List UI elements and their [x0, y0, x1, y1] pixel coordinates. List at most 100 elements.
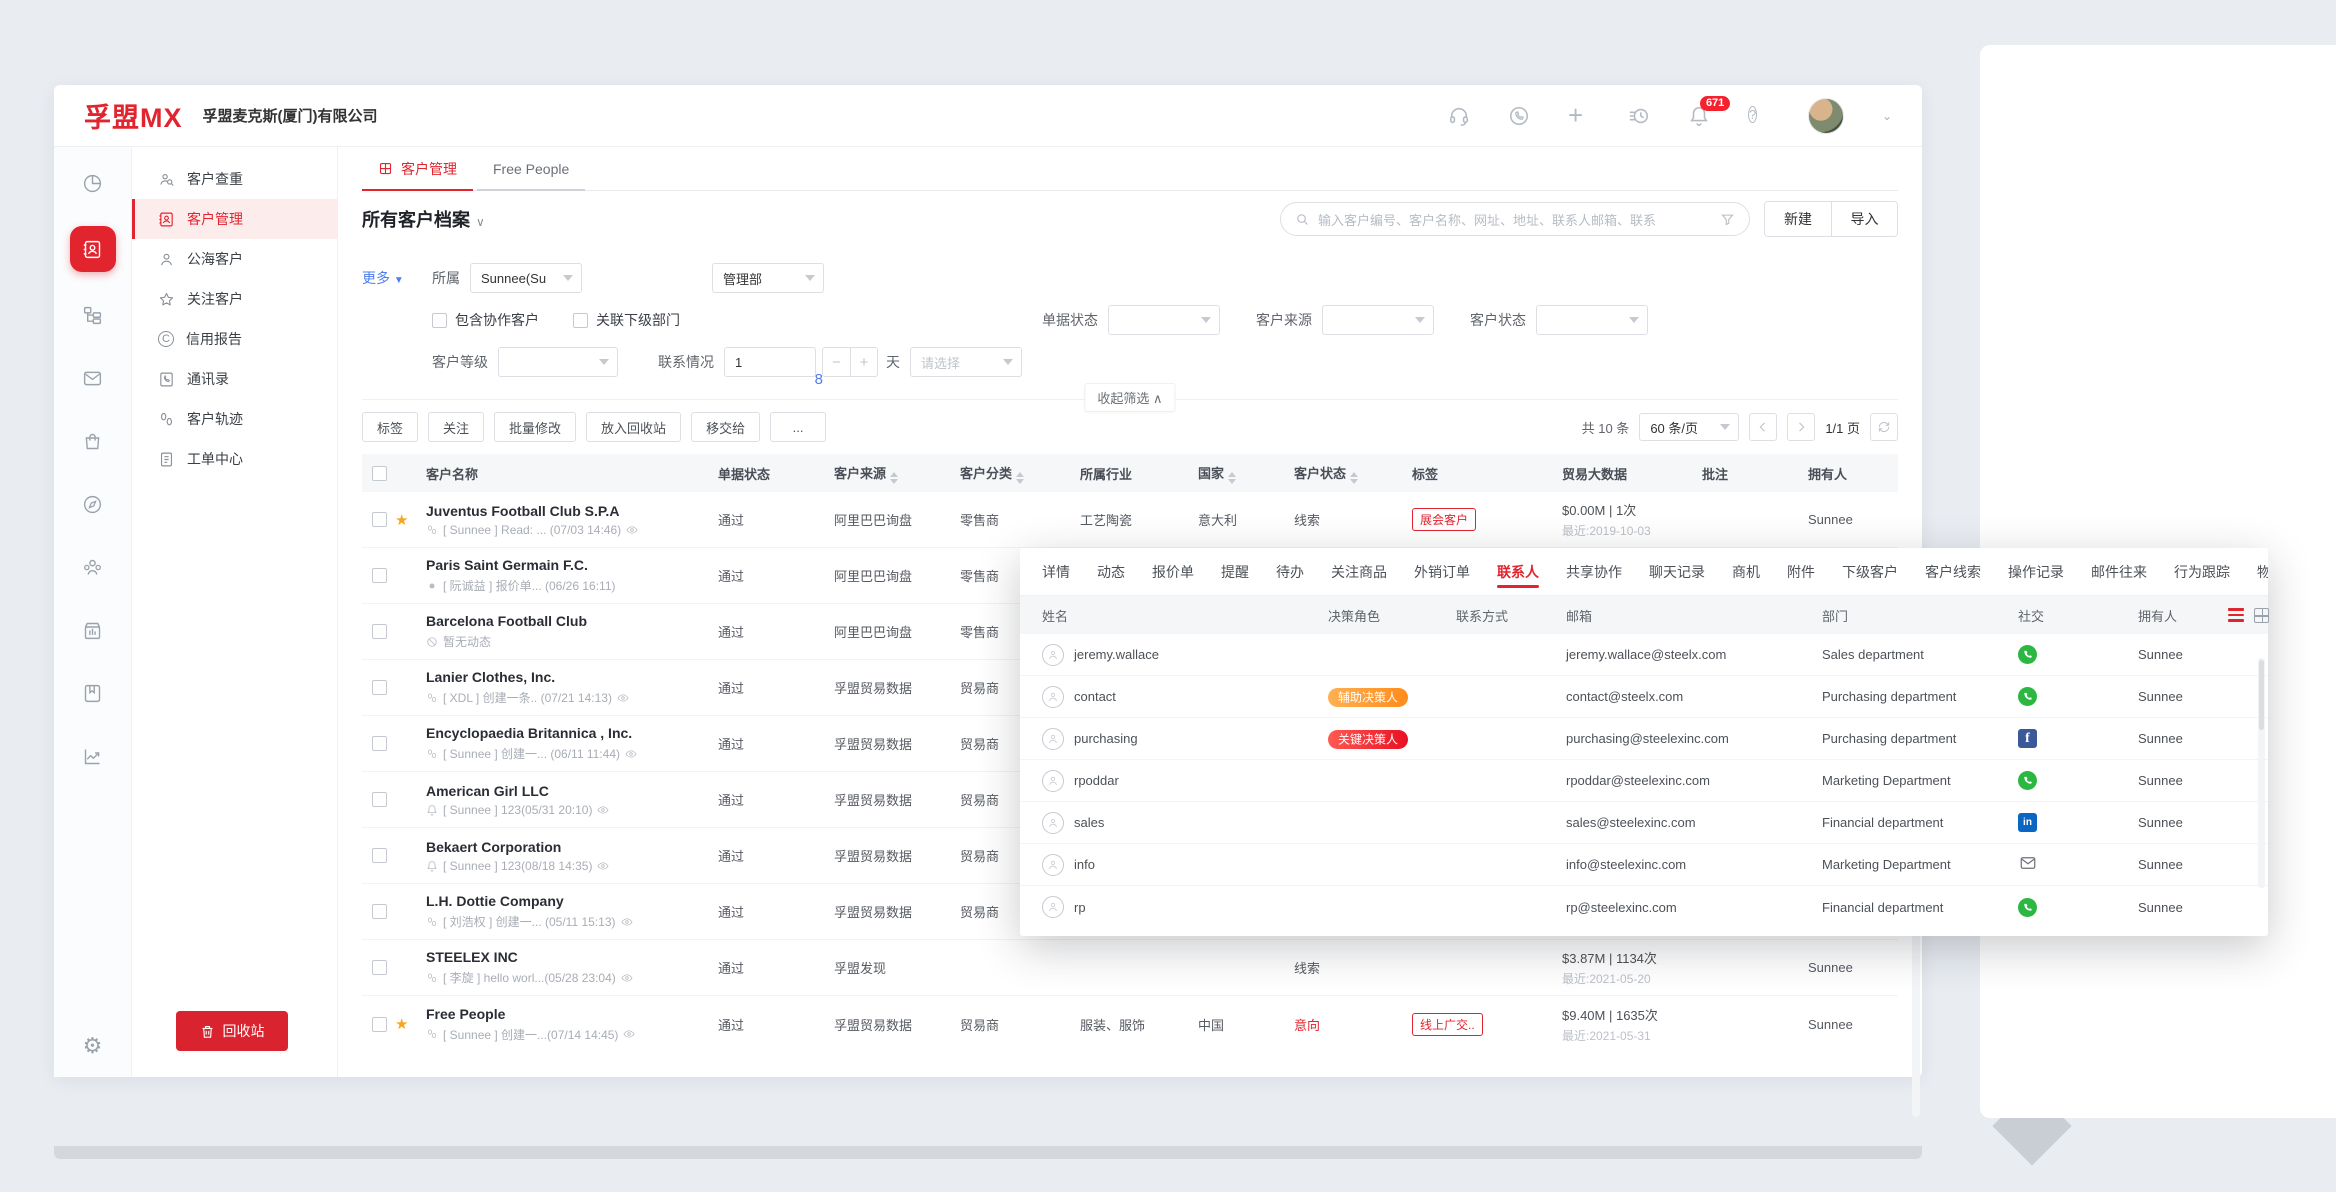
detail-tab-reminders[interactable]: 提醒	[1221, 563, 1249, 580]
contact-row[interactable]: rp rp@steelexinc.com Financial departmen…	[1020, 886, 2268, 928]
row-checkbox[interactable]	[372, 960, 387, 975]
detail-tab-leads[interactable]: 客户线索	[1925, 563, 1981, 580]
whatsapp-icon[interactable]	[2018, 687, 2037, 706]
rail-report-icon[interactable]	[73, 736, 113, 776]
settings-gear-icon[interactable]: ⚙	[82, 1033, 103, 1058]
row-checkbox[interactable]	[372, 736, 387, 751]
whatsapp-icon[interactable]	[2018, 645, 2037, 664]
linkedin-icon[interactable]: in	[2018, 813, 2037, 832]
table-row[interactable]: STEELEX INC [ 李旋 ] hello worl...(05/28 2…	[362, 940, 1898, 996]
facebook-icon[interactable]: f	[2018, 729, 2037, 748]
prev-page-button[interactable]	[1749, 413, 1778, 441]
new-button[interactable]: 新建	[1765, 202, 1831, 236]
col-country[interactable]: 国家	[1198, 463, 1294, 484]
import-button[interactable]: 导入	[1831, 202, 1897, 236]
detail-tab-contacts[interactable]: 联系人	[1497, 548, 1539, 595]
detail-tab-share[interactable]: 共享协作	[1566, 563, 1622, 580]
source-select[interactable]	[1322, 305, 1434, 335]
move-to-recycle-button[interactable]: 放入回收站	[586, 412, 682, 442]
user-avatar[interactable]	[1807, 97, 1844, 134]
table-row[interactable]: L.H. Dottie Company [ 刘浩权 ] 创建一... (05/1…	[362, 884, 1898, 940]
sidebar-item-credit-report[interactable]: C 信用报告	[132, 319, 337, 359]
bulk-edit-button[interactable]: 批量修改	[494, 412, 577, 442]
detail-tab-products[interactable]: 关注商品	[1331, 563, 1387, 580]
rail-knowledge-icon[interactable]	[73, 673, 113, 713]
table-row[interactable]: ★ Free People [ Sunnee ] 创建一...(07/14 14…	[362, 996, 1898, 1052]
detail-tab-logistics[interactable]: 物流信息	[2257, 548, 2268, 595]
panel-scrollbar[interactable]	[2258, 658, 2265, 888]
sidebar-item-footprint[interactable]: 客户轨迹	[132, 399, 337, 439]
detail-tab-todo[interactable]: 待办	[1276, 563, 1304, 580]
row-checkbox[interactable]	[372, 568, 387, 583]
whatsapp-header-icon[interactable]	[1508, 105, 1530, 127]
row-checkbox[interactable]	[372, 792, 387, 807]
tag-button[interactable]: 标签	[362, 412, 419, 442]
contact-row[interactable]: purchasing 关键决策人 purchasing@steelexinc.c…	[1020, 718, 2268, 760]
contact-row[interactable]: contact 辅助决策人 contact@steelx.com Purchas…	[1020, 676, 2268, 718]
follow-button[interactable]: 关注	[428, 412, 485, 442]
star-icon[interactable]: ★	[395, 1016, 409, 1033]
row-checkbox[interactable]	[372, 1016, 387, 1032]
grid-view-icon[interactable]	[2254, 607, 2269, 623]
col-cust-status[interactable]: 客户状态	[1294, 463, 1412, 484]
detail-tab-opportunities[interactable]: 商机	[1732, 563, 1760, 580]
detail-tab-behavior[interactable]: 行为跟踪	[2174, 563, 2230, 580]
row-checkbox[interactable]	[372, 904, 387, 919]
detail-tab-emails[interactable]: 邮件往来	[2091, 563, 2147, 580]
decrement-button[interactable]: −	[822, 347, 850, 377]
rail-customers-icon[interactable]	[69, 226, 116, 272]
col-class[interactable]: 客户分类	[960, 463, 1080, 484]
increment-button[interactable]: +	[850, 347, 878, 377]
rail-dashboard-icon[interactable]	[73, 163, 113, 203]
link-subdept-checkbox[interactable]: 关联下级部门	[573, 310, 680, 330]
rail-mail-icon[interactable]	[73, 358, 113, 398]
sidebar-item-customer-mgmt[interactable]: 客户管理	[132, 199, 337, 239]
doc-status-select[interactable]	[1108, 305, 1220, 335]
row-checkbox[interactable]	[372, 848, 387, 863]
sidebar-item-dedupe[interactable]: 客户查重	[132, 159, 337, 199]
include-collab-checkbox[interactable]: 包含协作客户	[432, 310, 539, 330]
rail-market-icon[interactable]	[73, 610, 113, 650]
search-input[interactable]: 输入客户编号、客户名称、网址、地址、联系人邮箱、联系	[1280, 202, 1750, 236]
rail-org-icon[interactable]	[73, 295, 113, 335]
chevron-down-icon[interactable]: ⌄	[1881, 108, 1892, 123]
detail-tab-attachments[interactable]: 附件	[1787, 563, 1815, 580]
detail-tab-chats[interactable]: 聊天记录	[1649, 563, 1705, 580]
detail-tab-quotes[interactable]: 报价单	[1152, 563, 1194, 580]
whatsapp-icon[interactable]	[2018, 771, 2037, 790]
sidebar-item-ticket-center[interactable]: 工单中心	[132, 439, 337, 479]
rail-orders-icon[interactable]	[73, 421, 113, 461]
detail-tab-info[interactable]: 详情	[1042, 563, 1070, 580]
help-icon[interactable]: ?	[1747, 105, 1758, 123]
add-icon[interactable]: +	[1567, 99, 1584, 130]
cust-status-select[interactable]	[1536, 305, 1648, 335]
tab-customer-mgmt[interactable]: 客户管理	[362, 147, 473, 191]
tab-free-people[interactable]: Free People	[477, 147, 586, 191]
page-size-select[interactable]: 60 条/页	[1639, 413, 1740, 441]
rail-team-icon[interactable]	[73, 547, 113, 587]
whatsapp-icon[interactable]	[2018, 897, 2037, 917]
detail-tab-activity[interactable]: 动态	[1097, 563, 1125, 580]
sidebar-item-followed[interactable]: 关注客户	[132, 279, 337, 319]
col-source[interactable]: 客户来源	[834, 463, 960, 484]
rail-discover-icon[interactable]	[73, 484, 113, 524]
headset-icon[interactable]	[1448, 105, 1470, 127]
row-checkbox[interactable]	[372, 680, 387, 695]
row-checkbox[interactable]	[372, 624, 387, 639]
select-all-checkbox[interactable]	[372, 465, 387, 481]
collapse-filters-button[interactable]: 收起筛选 ∧	[1084, 383, 1176, 412]
more-actions-button[interactable]: ...	[770, 412, 827, 442]
detail-tab-op-log[interactable]: 操作记录	[2008, 563, 2064, 580]
contact-row[interactable]: sales sales@steelexinc.com Financial dep…	[1020, 802, 2268, 844]
page-title[interactable]: 所有客户档案 ∨	[362, 210, 485, 230]
more-filters-link[interactable]: 更多 ▼	[362, 270, 404, 286]
col-doc-status[interactable]: 单据状态	[718, 466, 771, 482]
filter-funnel-icon[interactable]	[1720, 212, 1735, 227]
list-view-icon[interactable]	[2228, 608, 2244, 622]
department-select[interactable]: 管理部	[712, 263, 824, 293]
refresh-icon[interactable]	[1870, 413, 1898, 441]
email-icon[interactable]	[2018, 854, 2037, 873]
col-name[interactable]: 客户名称	[426, 466, 479, 482]
contact-row[interactable]: info info@steelexinc.com Marketing Depar…	[1020, 844, 2268, 886]
